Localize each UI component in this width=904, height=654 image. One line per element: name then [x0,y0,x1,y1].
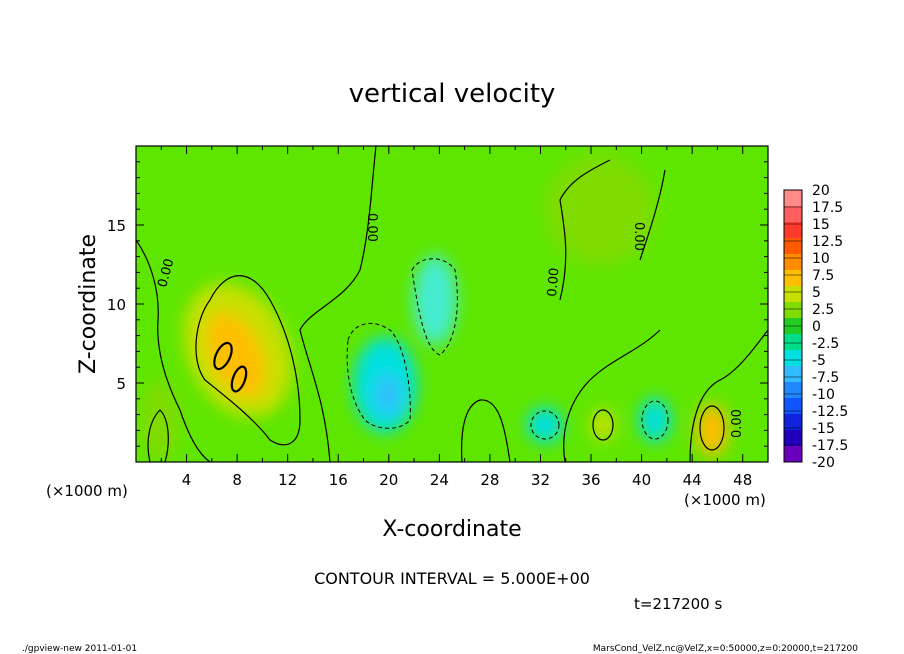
time-label: t=217200 s [634,595,722,613]
weak-region [545,155,655,265]
colorbar-label: -7.5 [812,370,839,386]
downdraft-region [527,407,563,443]
dashed-contours [346,258,669,440]
x-axis: 4 8 12 16 20 24 28 32 36 40 44 48 [135,146,769,489]
contour-line [563,329,661,462]
colorbar-label: -2.5 [812,336,839,352]
x-tick-label: 32 [531,471,550,489]
colorbar-label: 10 [812,251,830,267]
contour-10 [213,341,233,371]
colorbar-swatch [784,366,802,383]
contour-line [136,239,211,462]
colorbar-label: -5 [812,353,826,369]
plot-area [136,146,768,462]
y-tick-label: 10 [107,296,126,314]
x-tick-label: 16 [329,471,348,489]
contour-line [699,405,725,451]
downdraft-region [413,255,457,345]
colorbar: 2017.51512.5107.552.50-2.5-5-7.5-10-12.5… [783,183,848,471]
colorbar-swatch [784,382,802,399]
colorbar-swatch [784,286,802,303]
contour-label: 0.00 [545,267,562,297]
colorbar-label: 2.5 [812,302,834,318]
colorbar-label: 5 [812,285,821,301]
contour-line [147,409,169,462]
x-tick-label: 12 [278,471,297,489]
colorbar-label: 15 [812,217,830,233]
contour-label: 0.00 [155,257,177,289]
x-tick-label: 8 [232,471,242,489]
contour-line [641,400,669,440]
colorbar-label: 17.5 [812,200,843,216]
colorbar-swatch [784,238,802,255]
x-tick-label: 28 [480,471,499,489]
contour-line [195,275,301,446]
colorbar-swatch [784,222,802,239]
contour-interval: CONTOUR INTERVAL = 5.000E+00 [314,569,590,588]
colorbar-label: -10 [812,387,835,403]
contour-label: 0.00 [631,222,646,251]
x-tick-label: 40 [632,471,651,489]
contour-line [639,169,666,261]
colorbar-label: 0 [812,319,821,335]
y-axis: 5 10 15 [107,145,768,463]
colorbar-swatch [784,430,802,447]
contour-label: 0.00 [730,409,745,438]
contour-line [689,329,768,462]
contour-line [299,146,377,462]
colorbar-label: -15 [812,421,835,437]
colorbar-swatch [784,414,802,431]
colorbar-swatch [784,334,802,351]
colorbar-swatch [784,270,802,287]
solid-contours [136,146,768,462]
colorbar-label: 20 [812,183,830,199]
colorbar-swatch [784,398,802,415]
updraft-region [696,404,728,456]
x-axis-label: X-coordinate [382,517,521,542]
x-tick-label: 24 [430,471,449,489]
contour-line [411,258,458,356]
footer-left: ./gpview-new 2011-01-01 [22,644,137,654]
x-tick-label: 4 [182,471,192,489]
colorbar-swatch [784,350,802,367]
x-tick-label: 48 [733,471,752,489]
y-tick-label: 15 [107,217,126,235]
x-tick-label: 20 [379,471,398,489]
x-unit-right: (×1000 m) [684,491,766,509]
contour-line [592,409,614,441]
colorbar-label: -17.5 [812,438,848,454]
updraft-region [591,409,615,441]
y-tick-label: 5 [116,375,126,393]
weak-region [140,380,180,460]
colorbar-swatch [784,446,802,463]
contour-labels: 0.00 0.00 0.00 0.00 0.00 [155,213,745,438]
colorbar-swatch [784,190,802,207]
y-axis-label: Z-coordinate [76,234,101,374]
colorbar-label: 7.5 [812,268,834,284]
x-tick-label: 36 [581,471,600,489]
contour-10 [230,365,248,393]
contour-line [559,159,611,301]
downdraft-region [639,398,671,442]
contour-line [530,410,560,440]
colorbar-label: -12.5 [812,404,848,420]
downdraft-core [376,375,400,415]
colorbar-swatch [784,254,802,271]
colorbar-swatch [784,302,802,319]
updraft-core [206,312,266,398]
contour-label: 0.00 [364,213,379,242]
contour-line [460,399,511,462]
colorbar-label: 12.5 [812,234,843,250]
x-unit-left: (×1000 m) [46,482,128,500]
colorbar-label: -20 [812,455,835,471]
colorbar-swatch [784,206,802,223]
chart-title: vertical velocity [349,79,556,109]
field-shading [140,155,728,460]
x-tick-label: 44 [683,471,702,489]
bold-contours [213,341,248,393]
footer-right: MarsCond_VelZ.nc@VelZ,x=0:50000,z=0:2000… [593,644,858,654]
